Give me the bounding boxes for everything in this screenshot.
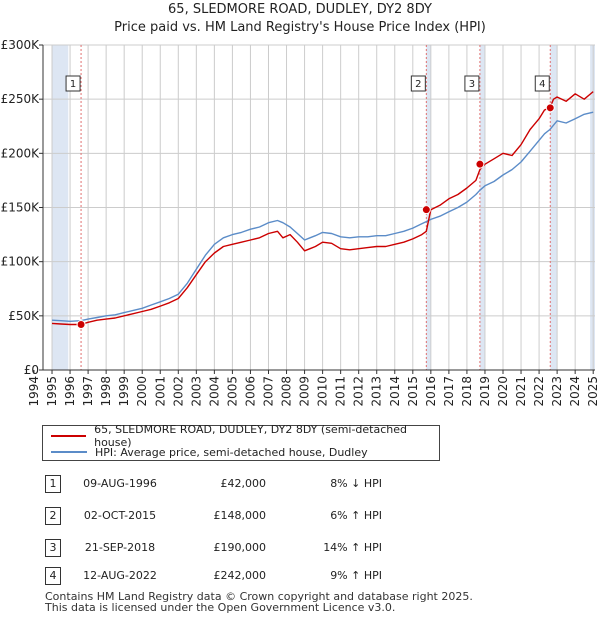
transaction-price: £242,000 bbox=[213, 569, 267, 582]
y-tick-label: £300K bbox=[1, 38, 41, 52]
transaction-box bbox=[464, 75, 480, 92]
transaction-row: 2 02-OCT-2015 £148,000 6% ↑ HPI bbox=[0, 507, 600, 527]
x-tick-label: 2005 bbox=[225, 376, 239, 407]
x-tick-label: 2012 bbox=[352, 376, 366, 407]
x-tick-label: 2022 bbox=[532, 376, 546, 407]
x-tick-label: 2003 bbox=[189, 376, 203, 407]
transaction-box bbox=[65, 75, 81, 92]
x-tick-label: 2000 bbox=[135, 376, 149, 407]
x-tick-label: 2015 bbox=[406, 376, 420, 407]
footer-licence: This data is licensed under the Open Gov… bbox=[45, 601, 396, 614]
x-tick-label: 2011 bbox=[334, 376, 348, 407]
x-tick-label: 1994 bbox=[27, 376, 41, 407]
x-tick-label: 2001 bbox=[153, 376, 167, 407]
transaction-point bbox=[475, 159, 485, 169]
transaction-point bbox=[421, 205, 431, 215]
transaction-box bbox=[534, 75, 550, 92]
x-tick-label: 2007 bbox=[261, 376, 275, 407]
x-tick-label: 2014 bbox=[388, 376, 402, 407]
transaction-date: 21-SEP-2018 bbox=[84, 541, 156, 554]
transaction-date: 12-AUG-2022 bbox=[83, 569, 157, 582]
gridlines bbox=[43, 44, 595, 371]
footer-copyright: Contains HM Land Registry data © Crown c… bbox=[45, 590, 473, 603]
transaction-label: 1 bbox=[70, 79, 76, 90]
legend-label-property: 65, SLEDMORE ROAD, DUDLEY, DY2 8DY (semi… bbox=[94, 423, 408, 449]
transaction-number: 1 bbox=[45, 475, 61, 493]
y-tick-label: £200K bbox=[1, 146, 41, 160]
x-tick-label: 2013 bbox=[370, 376, 384, 407]
legend-item-hpi: HPI: Average price, semi-detached house,… bbox=[51, 444, 368, 460]
legend: 65, SLEDMORE ROAD, DUDLEY, DY2 8DY (semi… bbox=[42, 423, 440, 461]
transaction-hpi: 8% ↓ HPI bbox=[330, 477, 382, 490]
legend-swatch-property bbox=[51, 435, 87, 437]
x-tick-label: 1995 bbox=[45, 376, 59, 407]
transaction-price: £148,000 bbox=[213, 509, 267, 522]
x-tick-label: 2017 bbox=[442, 376, 456, 407]
x-tick-label: 2009 bbox=[298, 376, 312, 407]
transaction-row: 1 09-AUG-1996 £42,000 8% ↓ HPI bbox=[0, 475, 600, 495]
y-tick-label: £50K bbox=[8, 309, 40, 323]
transaction-label: 2 bbox=[415, 79, 421, 90]
chart-title-address: 65, SLEDMORE ROAD, DUDLEY, DY2 8DY bbox=[168, 2, 432, 17]
transaction-number: 2 bbox=[45, 507, 61, 525]
transaction-number: 3 bbox=[45, 539, 61, 557]
series-line-property bbox=[51, 91, 594, 326]
x-tick-label: 2016 bbox=[424, 376, 438, 407]
x-tick-label: 2008 bbox=[280, 376, 294, 407]
series-lines bbox=[51, 91, 594, 326]
transaction-hpi: 14% ↑ HPI bbox=[323, 541, 382, 554]
y-tick-label: £0 bbox=[24, 363, 39, 377]
transaction-hpi: 6% ↑ HPI bbox=[330, 509, 382, 522]
x-tick-label: 2010 bbox=[316, 376, 330, 407]
y-tick-label: £250K bbox=[1, 92, 41, 106]
legend-swatch-hpi bbox=[51, 451, 87, 453]
chart-subtitle: Price paid vs. HM Land Registry's House … bbox=[114, 20, 486, 35]
x-tick-label: 1997 bbox=[81, 376, 95, 407]
x-tick-label: 1996 bbox=[63, 376, 77, 407]
transaction-label: 4 bbox=[539, 79, 545, 90]
transaction-markers: 1 2 3 4 bbox=[65, 75, 555, 329]
transaction-date: 02-OCT-2015 bbox=[83, 509, 157, 522]
x-tick-label: 1999 bbox=[117, 376, 131, 407]
transaction-price: £190,000 bbox=[213, 541, 267, 554]
x-tick-label: 1998 bbox=[99, 376, 113, 407]
x-tick-label: 2019 bbox=[478, 376, 492, 407]
x-tick-label: 2024 bbox=[568, 376, 582, 407]
x-tick-label: 2025 bbox=[586, 376, 600, 407]
series-line-hpi bbox=[51, 111, 594, 322]
x-tick-label: 2002 bbox=[171, 376, 185, 407]
price-chart: 1 2 3 4 £0 £50K £100K £150K £200K £250K £300K 1994… bbox=[1, 38, 600, 407]
x-tick-label: 2006 bbox=[243, 376, 257, 407]
transaction-price: £42,000 bbox=[220, 477, 267, 490]
legend-item-property: 65, SLEDMORE ROAD, DUDLEY, DY2 8DY (semi… bbox=[51, 423, 439, 449]
transaction-date: 09-AUG-1996 bbox=[83, 477, 157, 490]
transaction-box bbox=[410, 75, 426, 92]
x-tick-label: 2018 bbox=[460, 376, 474, 407]
y-tick-label: £150K bbox=[1, 201, 41, 215]
x-tick-label: 2020 bbox=[496, 376, 510, 407]
x-tick-label: 2023 bbox=[550, 376, 564, 407]
transaction-number: 4 bbox=[45, 567, 61, 585]
x-tick-label: 2021 bbox=[514, 376, 528, 407]
transaction-row: 3 21-SEP-2018 £190,000 14% ↑ HPI bbox=[0, 539, 600, 559]
transaction-label: 3 bbox=[469, 79, 475, 90]
transaction-hpi: 9% ↑ HPI bbox=[330, 569, 382, 582]
y-tick-label: £100K bbox=[1, 255, 41, 269]
transaction-row: 4 12-AUG-2022 £242,000 9% ↑ HPI bbox=[0, 567, 600, 587]
x-tick-label: 2004 bbox=[207, 376, 221, 407]
transaction-point bbox=[76, 320, 86, 329]
legend-label-hpi: HPI: Average price, semi-detached house,… bbox=[95, 445, 368, 459]
transaction-point bbox=[545, 103, 555, 113]
